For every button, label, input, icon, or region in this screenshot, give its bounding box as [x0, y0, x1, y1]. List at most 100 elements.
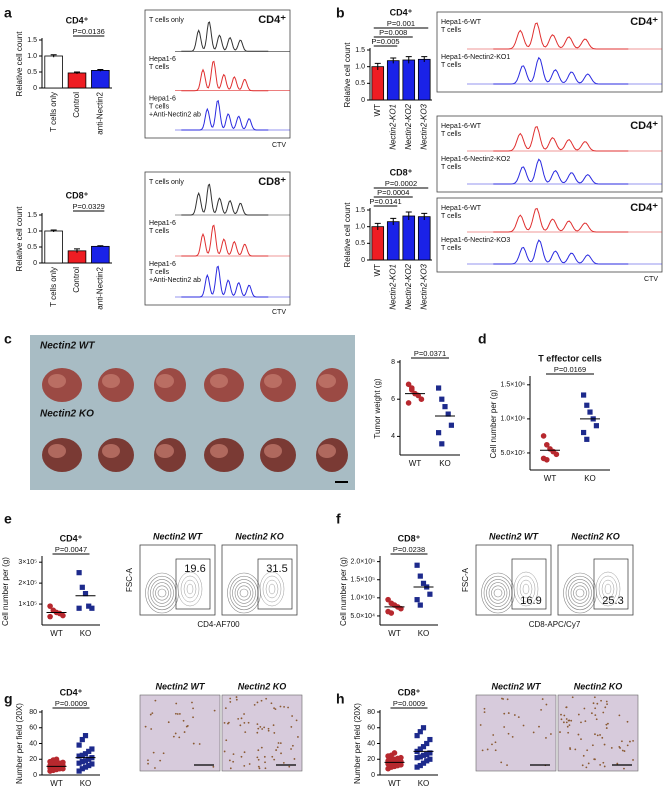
error-bar: [421, 56, 428, 62]
stain: [586, 749, 589, 752]
point: [82, 764, 89, 770]
point: [76, 605, 82, 611]
point: [417, 729, 423, 735]
y-axis-label: FSC-A: [125, 567, 134, 592]
chart-title: CD4⁺: [60, 687, 83, 697]
stain: [243, 713, 245, 715]
contour: [568, 579, 592, 607]
stain: [603, 765, 606, 768]
point: [414, 562, 420, 568]
stain: [176, 713, 179, 715]
point: [405, 381, 412, 388]
stain: [256, 723, 259, 726]
point: [86, 603, 92, 609]
y-tick-label: 1.5: [355, 47, 365, 54]
stain: [291, 715, 294, 717]
point: [584, 402, 590, 408]
stain: [150, 728, 153, 730]
histogram-label: Hepa1-6-Nectin2-KO3: [441, 237, 510, 244]
histogram-label: T cells: [149, 104, 170, 111]
stain: [256, 701, 259, 704]
bar: [67, 72, 87, 89]
bar: [44, 230, 63, 264]
stain: [240, 717, 243, 720]
stain: [567, 731, 570, 734]
stain: [272, 724, 275, 727]
panel-letter: a: [4, 5, 12, 21]
stain: [258, 767, 261, 770]
ihc-image: [475, 694, 557, 772]
stain: [618, 714, 621, 717]
x-tick-label: WT: [388, 779, 401, 788]
stain: [287, 706, 289, 709]
stain: [239, 724, 242, 727]
histogram-label: Hepa1-6-WT: [441, 205, 482, 212]
stain: [243, 764, 246, 767]
point: [89, 761, 95, 767]
y-tick-label: 1.0: [27, 228, 37, 235]
error-bar: [374, 222, 381, 230]
y-tick-label: 2.0×10⁵: [350, 558, 375, 565]
stain: [594, 758, 596, 761]
stain: [275, 749, 278, 751]
stain: [590, 712, 593, 715]
stain: [178, 736, 181, 739]
bar: [417, 58, 431, 101]
error-bar: [97, 68, 104, 72]
bar: [44, 55, 63, 89]
histogram-label: +Anti-Nectin2 ab: [149, 112, 201, 119]
stain: [264, 761, 266, 764]
stain: [186, 725, 189, 727]
stain: [604, 706, 607, 709]
histogram-frame: [436, 11, 663, 93]
stain: [605, 727, 608, 729]
stain: [479, 724, 482, 726]
y-tick-label: 3×10⁵: [18, 559, 37, 566]
stain: [507, 712, 510, 714]
contour: [573, 585, 587, 601]
plot-frame: [557, 544, 634, 616]
stain: [295, 719, 298, 722]
stain: [610, 747, 613, 749]
stain: [568, 724, 571, 726]
stain: [511, 735, 514, 738]
x-tick-label: WT: [373, 104, 382, 117]
p-value: P=0.0136: [73, 27, 105, 36]
contour: [186, 583, 194, 595]
tumor-photo: [30, 335, 355, 490]
stain: [632, 739, 634, 742]
point: [388, 610, 395, 616]
stain: [545, 703, 548, 706]
y-tick-label: 1.0: [27, 53, 37, 60]
x-axis-label: CTV: [272, 309, 286, 316]
p-value: P=0.008: [379, 28, 407, 37]
error-bar: [74, 71, 80, 74]
chart-title: CD4⁺: [60, 533, 83, 543]
histogram-frame: [436, 197, 663, 273]
error-bar: [374, 62, 381, 70]
stain: [224, 707, 227, 710]
stain: [503, 712, 506, 715]
stain: [253, 703, 256, 706]
point: [593, 423, 599, 429]
stain: [601, 736, 604, 739]
x-tick-label: Control: [72, 92, 81, 118]
stain: [565, 706, 568, 709]
p-value: P=0.0141: [369, 197, 401, 206]
stain: [223, 722, 226, 724]
stain: [503, 726, 506, 728]
stain: [587, 762, 590, 765]
contour: [513, 571, 539, 607]
stain: [265, 697, 268, 700]
histogram-title: CD4⁺: [630, 202, 658, 214]
stain: [522, 724, 525, 727]
stain: [623, 750, 626, 752]
x-tick-label: WT: [373, 264, 382, 277]
histogram-label: T cells: [441, 27, 462, 34]
point: [436, 430, 442, 436]
tumor-highlight: [318, 444, 336, 458]
chart-title: CD8⁺: [398, 687, 421, 697]
stain: [167, 721, 170, 724]
x-tick-label: Nectin2-KO2: [404, 103, 413, 149]
contour: [488, 582, 508, 604]
